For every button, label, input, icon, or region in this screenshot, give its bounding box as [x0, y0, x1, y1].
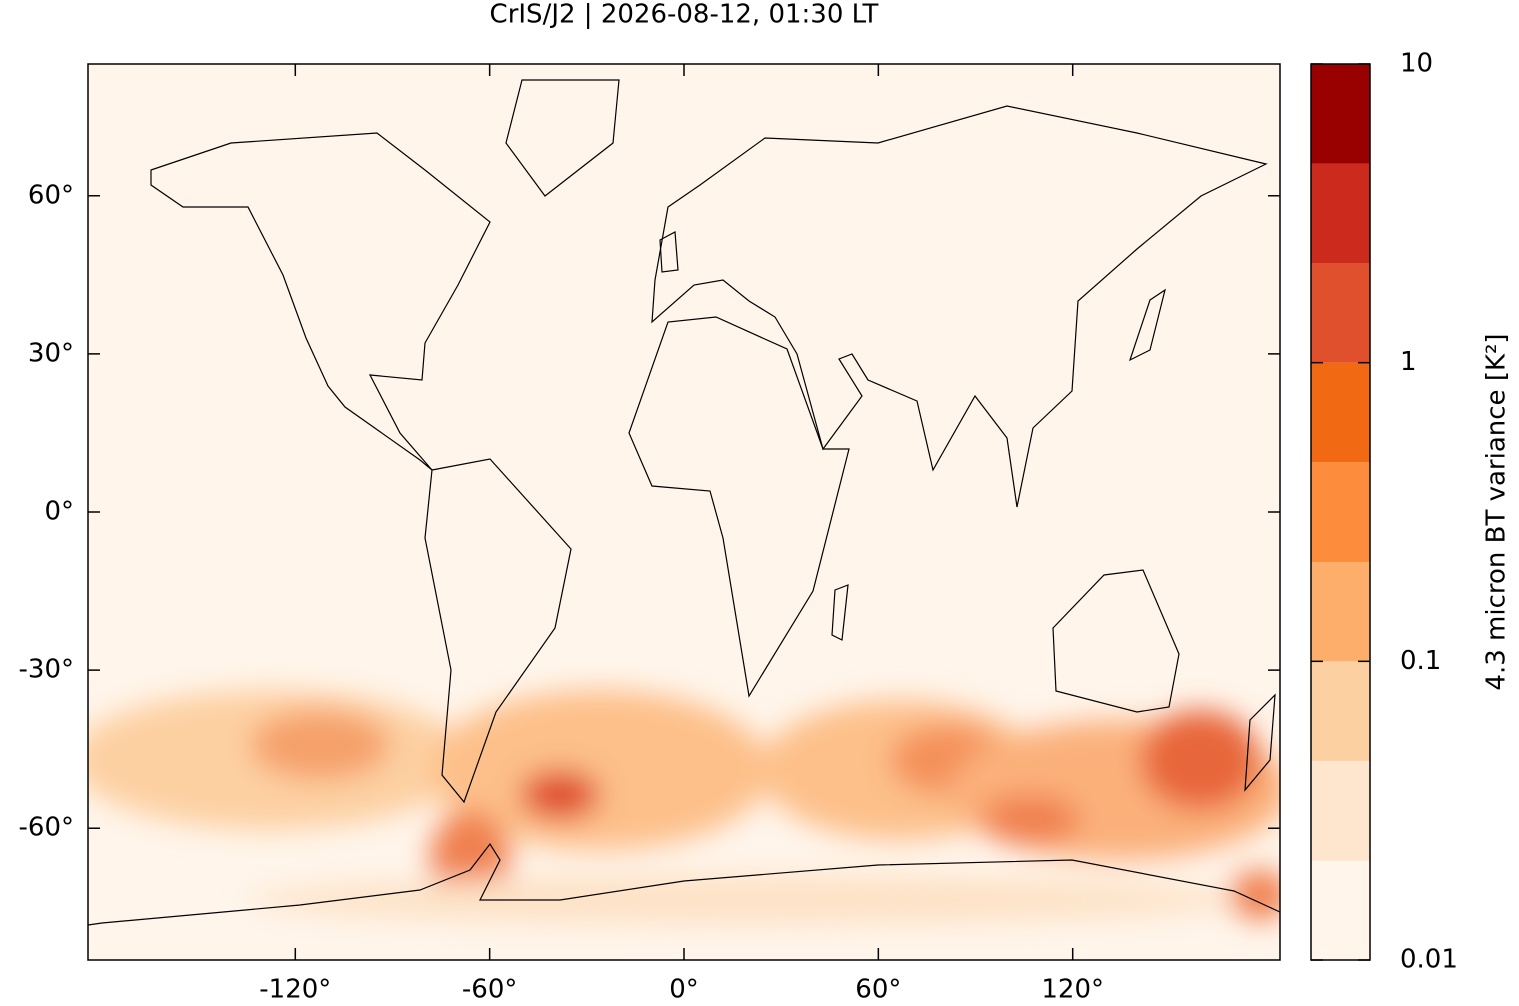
y-tick-label: 0°: [44, 497, 74, 527]
colorbar-tick-label: 10: [1400, 49, 1433, 79]
colorbar-segment: [1311, 661, 1370, 761]
colorbar-tick-label: 1: [1400, 347, 1417, 377]
colorbar-tick-label: 0.1: [1400, 646, 1441, 676]
colorbar-segment: [1311, 263, 1370, 363]
chart-title: CrIS/J2 | 2026-08-12, 01:30 LT: [490, 0, 879, 30]
y-tick-label: 60°: [28, 180, 74, 210]
colorbar-segment: [1311, 562, 1370, 662]
x-tick-label: 60°: [855, 975, 901, 1003]
x-tick-label: 120°: [1041, 975, 1104, 1003]
variance-field: [88, 690, 1280, 925]
colorbar-segment: [1311, 163, 1370, 264]
y-tick-label: 30°: [28, 338, 74, 368]
colorbar-segment: [1311, 462, 1370, 563]
colorbar-segment: [1311, 860, 1370, 960]
y-tick-label: -60°: [19, 813, 74, 843]
x-tick-label: 0°: [669, 975, 699, 1003]
colorbar-tick-label: 0.01: [1400, 945, 1458, 975]
colorbar-segment: [1311, 64, 1370, 164]
coastlines: [88, 79, 1280, 926]
x-tick-label: -120°: [259, 975, 331, 1003]
colorbar-label: 4.3 micron BT variance [K²]: [1482, 333, 1512, 690]
y-tick-label: -30°: [19, 655, 74, 685]
x-tick-label: -60°: [462, 975, 517, 1003]
colorbar-segment: [1311, 362, 1370, 463]
colorbar-segment: [1311, 760, 1370, 861]
colorbar-frame: [1310, 63, 1371, 961]
